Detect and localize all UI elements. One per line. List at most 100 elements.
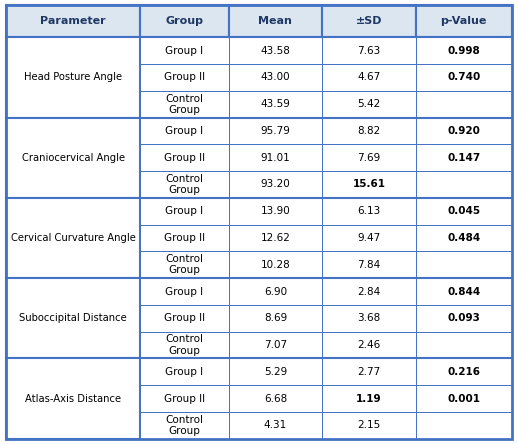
- Text: Group I: Group I: [165, 46, 204, 56]
- Bar: [322, 171, 416, 198]
- Text: Group II: Group II: [164, 153, 205, 163]
- Bar: [322, 144, 416, 171]
- Bar: [228, 91, 322, 118]
- Text: Control
Group: Control Group: [165, 174, 204, 195]
- Bar: [322, 305, 416, 332]
- Bar: [140, 5, 228, 37]
- Bar: [228, 64, 322, 91]
- Bar: [322, 118, 416, 144]
- Text: 2.77: 2.77: [357, 367, 381, 377]
- Bar: [140, 305, 228, 332]
- Bar: [140, 358, 228, 385]
- Text: Parameter: Parameter: [40, 16, 106, 26]
- Text: 15.61: 15.61: [352, 179, 385, 190]
- Bar: [416, 278, 512, 305]
- Bar: [322, 198, 416, 225]
- Bar: [416, 305, 512, 332]
- Text: 0.045: 0.045: [447, 206, 480, 216]
- Bar: [228, 144, 322, 171]
- Text: 95.79: 95.79: [261, 126, 291, 136]
- Bar: [6, 37, 140, 118]
- Bar: [140, 144, 228, 171]
- Bar: [140, 412, 228, 439]
- Text: Group II: Group II: [164, 72, 205, 83]
- Bar: [6, 358, 140, 439]
- Text: 8.69: 8.69: [264, 313, 287, 323]
- Bar: [416, 64, 512, 91]
- Bar: [228, 278, 322, 305]
- Bar: [140, 198, 228, 225]
- Bar: [416, 251, 512, 278]
- Bar: [416, 5, 512, 37]
- Text: 7.84: 7.84: [357, 260, 381, 270]
- Bar: [228, 332, 322, 358]
- Bar: [228, 5, 322, 37]
- Text: 1.19: 1.19: [356, 393, 382, 404]
- Bar: [416, 225, 512, 251]
- Bar: [228, 171, 322, 198]
- Text: 0.216: 0.216: [447, 367, 480, 377]
- Bar: [228, 385, 322, 412]
- Bar: [228, 37, 322, 64]
- Text: 0.093: 0.093: [448, 313, 480, 323]
- Text: 0.484: 0.484: [447, 233, 480, 243]
- Text: Head Posture Angle: Head Posture Angle: [24, 72, 122, 83]
- Text: Group: Group: [165, 16, 204, 26]
- Bar: [416, 91, 512, 118]
- Bar: [322, 91, 416, 118]
- Bar: [140, 251, 228, 278]
- Bar: [322, 251, 416, 278]
- Bar: [322, 385, 416, 412]
- Text: Group I: Group I: [165, 126, 204, 136]
- Bar: [140, 91, 228, 118]
- Text: 4.31: 4.31: [264, 420, 287, 430]
- Text: Control
Group: Control Group: [165, 94, 204, 115]
- Text: 2.46: 2.46: [357, 340, 381, 350]
- Text: ±SD: ±SD: [356, 16, 382, 26]
- Bar: [416, 118, 512, 144]
- Bar: [416, 332, 512, 358]
- Text: 10.28: 10.28: [261, 260, 290, 270]
- Text: Craniocervical Angle: Craniocervical Angle: [22, 153, 125, 163]
- Bar: [416, 358, 512, 385]
- Bar: [322, 64, 416, 91]
- Bar: [322, 358, 416, 385]
- Bar: [228, 198, 322, 225]
- Text: 43.58: 43.58: [261, 46, 291, 56]
- Text: 7.07: 7.07: [264, 340, 287, 350]
- Text: 91.01: 91.01: [261, 153, 290, 163]
- Bar: [6, 198, 140, 278]
- Text: 6.13: 6.13: [357, 206, 381, 216]
- Bar: [140, 64, 228, 91]
- Bar: [228, 412, 322, 439]
- Bar: [322, 5, 416, 37]
- Bar: [6, 5, 140, 37]
- Bar: [228, 251, 322, 278]
- Text: Control
Group: Control Group: [165, 415, 204, 436]
- Bar: [140, 171, 228, 198]
- Bar: [6, 118, 140, 198]
- Text: 0.147: 0.147: [447, 153, 480, 163]
- Bar: [322, 225, 416, 251]
- Text: 5.29: 5.29: [264, 367, 287, 377]
- Text: Group I: Group I: [165, 367, 204, 377]
- Text: Suboccipital Distance: Suboccipital Distance: [19, 313, 127, 323]
- Text: Group II: Group II: [164, 233, 205, 243]
- Text: 93.20: 93.20: [261, 179, 290, 190]
- Text: Group II: Group II: [164, 393, 205, 404]
- Text: 9.47: 9.47: [357, 233, 381, 243]
- Text: 0.740: 0.740: [447, 72, 480, 83]
- Text: 0.001: 0.001: [447, 393, 480, 404]
- Text: p-Value: p-Value: [441, 16, 487, 26]
- Bar: [416, 171, 512, 198]
- Bar: [416, 198, 512, 225]
- Text: Atlas-Axis Distance: Atlas-Axis Distance: [25, 393, 121, 404]
- Bar: [140, 225, 228, 251]
- Text: Group I: Group I: [165, 206, 204, 216]
- Text: Group I: Group I: [165, 286, 204, 297]
- Bar: [140, 385, 228, 412]
- Bar: [322, 412, 416, 439]
- Bar: [322, 278, 416, 305]
- Text: Control
Group: Control Group: [165, 334, 204, 356]
- Bar: [228, 118, 322, 144]
